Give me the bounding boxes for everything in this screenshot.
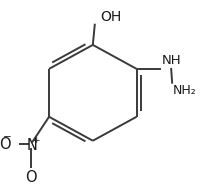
Text: OH: OH	[101, 10, 122, 24]
Text: +: +	[32, 136, 40, 145]
Text: N: N	[26, 138, 37, 153]
Text: O: O	[25, 170, 36, 185]
Text: −: −	[2, 132, 11, 142]
Text: NH: NH	[162, 54, 181, 67]
Text: O: O	[0, 137, 11, 152]
Text: NH₂: NH₂	[173, 84, 197, 97]
